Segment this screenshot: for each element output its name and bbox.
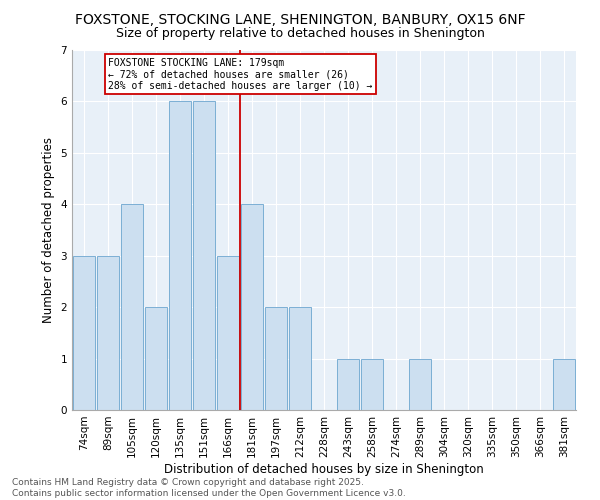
Text: Contains HM Land Registry data © Crown copyright and database right 2025.
Contai: Contains HM Land Registry data © Crown c… — [12, 478, 406, 498]
Bar — [121, 204, 143, 410]
Bar — [553, 358, 575, 410]
Bar — [217, 256, 239, 410]
X-axis label: Distribution of detached houses by size in Shenington: Distribution of detached houses by size … — [164, 462, 484, 475]
Text: FOXSTONE, STOCKING LANE, SHENINGTON, BANBURY, OX15 6NF: FOXSTONE, STOCKING LANE, SHENINGTON, BAN… — [74, 12, 526, 26]
Bar — [73, 256, 95, 410]
Bar — [409, 358, 431, 410]
Bar — [337, 358, 359, 410]
Y-axis label: Number of detached properties: Number of detached properties — [42, 137, 55, 323]
Bar — [241, 204, 263, 410]
Bar — [193, 102, 215, 410]
Text: FOXSTONE STOCKING LANE: 179sqm
← 72% of detached houses are smaller (26)
28% of : FOXSTONE STOCKING LANE: 179sqm ← 72% of … — [108, 58, 373, 91]
Bar — [265, 307, 287, 410]
Bar — [361, 358, 383, 410]
Bar — [289, 307, 311, 410]
Bar — [169, 102, 191, 410]
Bar — [145, 307, 167, 410]
Text: Size of property relative to detached houses in Shenington: Size of property relative to detached ho… — [116, 28, 484, 40]
Bar — [97, 256, 119, 410]
